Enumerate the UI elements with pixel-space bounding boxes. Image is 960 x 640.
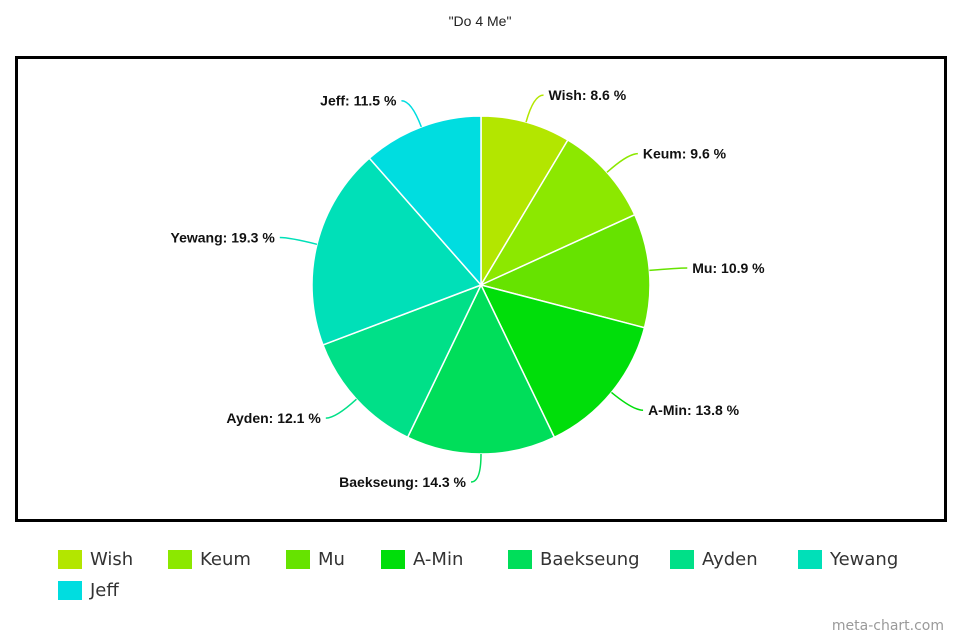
legend-swatch [508, 549, 532, 569]
pie-slice-mu [478, 213, 651, 329]
legend-label: Keum [200, 548, 251, 570]
pie-slice-ayden [322, 283, 483, 439]
pie-slice-a-min [479, 283, 646, 439]
legend-item-jeff: Jeff [58, 579, 119, 601]
plot-area-frame: Wish: 8.6 % Keum: 9.6 % Mu: 10.9 % A-Min: 1… [15, 56, 947, 522]
data-label-a-min: A-Min: 13.8 % [648, 402, 740, 418]
legend-swatch [798, 549, 822, 569]
legend-label: Ayden [702, 548, 758, 570]
slice-labels: Wish: 8.6 % Keum: 9.6 % Mu: 10.9 % A-Min: 1… [171, 87, 766, 490]
data-label-ayden: Ayden: 12.1 % [226, 410, 321, 426]
legend-label: Baekseung [540, 548, 640, 570]
data-label-yewang: Yewang: 19.3 % [171, 230, 276, 246]
leader-line-yewang [279, 236, 318, 246]
leader-line-wish [525, 94, 544, 123]
leader-line-jeff [401, 99, 423, 128]
pie-slices [311, 115, 651, 455]
legend-swatch [670, 549, 694, 569]
pie-slice-baekseung [406, 283, 556, 455]
data-label-mu: Mu: 10.9 % [692, 260, 765, 276]
data-label-wish: Wish: 8.6 % [549, 87, 627, 103]
leader-line-keum [606, 152, 638, 173]
legend-item-wish: Wish [58, 548, 133, 570]
leader-line-ayden [325, 398, 357, 419]
leader-line-a-min [610, 391, 644, 411]
pie-slice-wish [480, 115, 569, 288]
legend-swatch [58, 549, 82, 569]
legend-item-mu: Mu [286, 548, 345, 570]
legend-swatch [381, 549, 405, 569]
legend-item-keum: Keum [168, 548, 251, 570]
legend-swatch [168, 549, 192, 569]
leader-line-mu [649, 267, 688, 272]
legend-label: Mu [318, 548, 345, 570]
legend-swatch [286, 549, 310, 569]
legend-item-baekseung: Baekseung [508, 548, 640, 570]
legend-swatch [58, 580, 82, 600]
legend-label: Jeff [90, 579, 119, 601]
legend-item-a-min: A-Min [381, 548, 463, 570]
pie-chart: Wish: 8.6 % Keum: 9.6 % Mu: 10.9 % A-Min: 1… [171, 87, 766, 490]
data-label-baekseung: Baekseung: 14.3 % [339, 474, 466, 490]
watermark: meta-chart.com [831, 618, 944, 634]
legend-label: Wish [90, 548, 134, 570]
data-label-jeff: Jeff: 11.5 % [320, 93, 397, 109]
legend-label: A-Min [413, 548, 464, 570]
leader-lines [279, 94, 688, 483]
data-label-keum: Keum: 9.6 % [643, 146, 727, 162]
chart-title: "Do 4 Me" [448, 13, 512, 29]
leader-line-baekseung [470, 453, 482, 483]
legend-item-ayden: Ayden [670, 548, 758, 570]
legend-item-yewang: Yewang [798, 548, 898, 570]
pie-slice-yewang [311, 157, 483, 346]
legend-label: Yewang [830, 548, 899, 570]
